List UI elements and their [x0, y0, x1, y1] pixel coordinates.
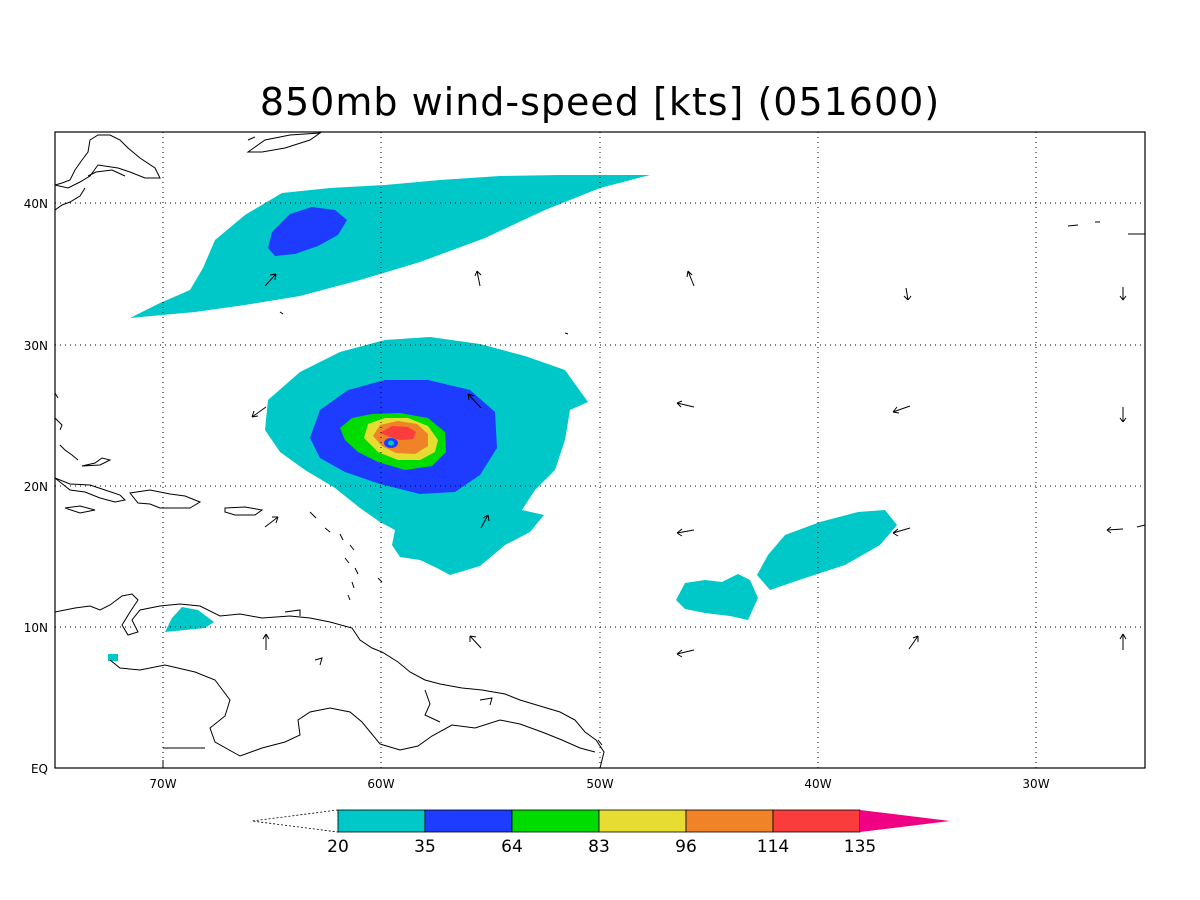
contour-35-northwest — [268, 207, 347, 256]
contour-20-east-b — [676, 574, 758, 620]
colorbar-bin-20-35 — [337, 809, 426, 833]
contour-114-storm — [380, 426, 416, 440]
lon-labels: 70W 60W 50W 40W 30W — [149, 777, 1049, 791]
plot-frame — [54, 131, 1146, 769]
lon-label-70w: 70W — [149, 777, 176, 791]
wind-contours — [108, 175, 897, 661]
colorbar-label-96: 96 — [675, 837, 697, 857]
colorbar-bin-83-96 — [598, 809, 687, 833]
lat-label-30n: 30N — [24, 339, 48, 353]
contour-20-northwest — [130, 175, 650, 318]
lon-label-50w: 50W — [586, 777, 613, 791]
colorbar-label-114: 114 — [757, 837, 789, 857]
lat-labels: 40N 30N 20N 10N EQ — [24, 197, 48, 776]
colorbar-label-83: 83 — [588, 837, 610, 857]
lat-label-eq: EQ — [31, 762, 48, 776]
lon-label-30w: 30W — [1022, 777, 1049, 791]
grid-lines — [55, 132, 1145, 768]
colorbar: 20 35 64 83 96 114 135 — [251, 809, 950, 857]
colorbar-label-35: 35 — [414, 837, 436, 857]
lat-label-20n: 20N — [24, 480, 48, 494]
colorbar-bin-35-64 — [424, 809, 513, 833]
contour-20-colombia — [108, 654, 118, 661]
colorbar-label-20: 20 — [327, 837, 349, 857]
contour-20-east-a — [757, 510, 897, 590]
colorbar-bin-64-83 — [511, 809, 600, 833]
contour-20-venezuela — [165, 607, 214, 632]
colorbar-low-arrow — [251, 809, 339, 833]
coastlines — [55, 132, 1145, 768]
lat-label-10n: 10N — [24, 621, 48, 635]
wind-vectors — [251, 270, 1146, 658]
lat-label-40n: 40N — [24, 197, 48, 211]
storm-eye-20 — [388, 440, 394, 446]
colorbar-bin-96-114 — [685, 809, 774, 833]
lon-label-60w: 60W — [367, 777, 394, 791]
map-title: 850mb wind-speed [kts] (051600) — [259, 80, 941, 124]
colorbar-label-135: 135 — [844, 837, 876, 857]
colorbar-label-64: 64 — [501, 837, 523, 857]
lon-label-40w: 40W — [804, 777, 831, 791]
colorbar-high-arrow — [860, 810, 950, 832]
colorbar-bin-114-135 — [772, 809, 861, 833]
